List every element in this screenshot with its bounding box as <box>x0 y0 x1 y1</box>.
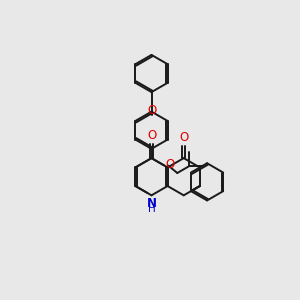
Text: N: N <box>147 197 157 210</box>
Text: O: O <box>166 158 175 171</box>
Text: H: H <box>148 204 156 214</box>
Text: O: O <box>147 129 156 142</box>
Text: O: O <box>147 104 156 117</box>
Text: O: O <box>179 131 188 144</box>
